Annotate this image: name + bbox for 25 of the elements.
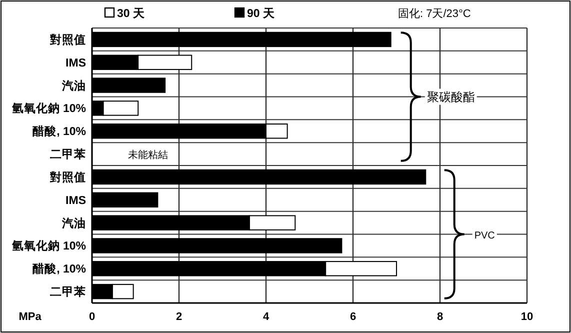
legend-label: 30 天 bbox=[117, 7, 145, 20]
y-tick-label: 汽油 bbox=[61, 78, 86, 92]
text: 固化: 7天/23°C bbox=[398, 8, 471, 20]
y-tick-label: 汽油 bbox=[61, 216, 86, 230]
x-tick-label: 4 bbox=[262, 311, 270, 323]
y-tick-label: 醋酸, 10% bbox=[32, 124, 86, 138]
y-tick-label: 氫氧化鈉 10% bbox=[10, 102, 86, 116]
annotation: PVC bbox=[474, 230, 495, 242]
y-tick-label: 二甲苯 bbox=[50, 147, 87, 162]
x-tick-label: 10 bbox=[520, 311, 534, 323]
y-tick-label: IMS bbox=[66, 57, 86, 70]
y-tick-label: 二甲苯 bbox=[50, 284, 87, 299]
legend-label: 90 天 bbox=[247, 7, 275, 20]
y-tick-label: IMS bbox=[66, 194, 86, 207]
x-tick-label: 2 bbox=[176, 311, 182, 323]
annotation: 聚碳酸酯 bbox=[426, 90, 475, 104]
x-tick-label: 0 bbox=[88, 311, 96, 323]
x-tick-label: 8 bbox=[436, 311, 444, 323]
annotation: 未能粘結 bbox=[128, 149, 168, 162]
x-tick-label: 6 bbox=[350, 311, 356, 323]
y-tick-label: 氫氧化鈉 10% bbox=[10, 240, 86, 253]
y-tick-label: 對照值 bbox=[49, 170, 86, 184]
x-axis-title: MPa bbox=[18, 311, 42, 323]
y-tick-label: 對照值 bbox=[49, 32, 86, 46]
y-tick-label: 醋酸, 10% bbox=[32, 262, 86, 276]
